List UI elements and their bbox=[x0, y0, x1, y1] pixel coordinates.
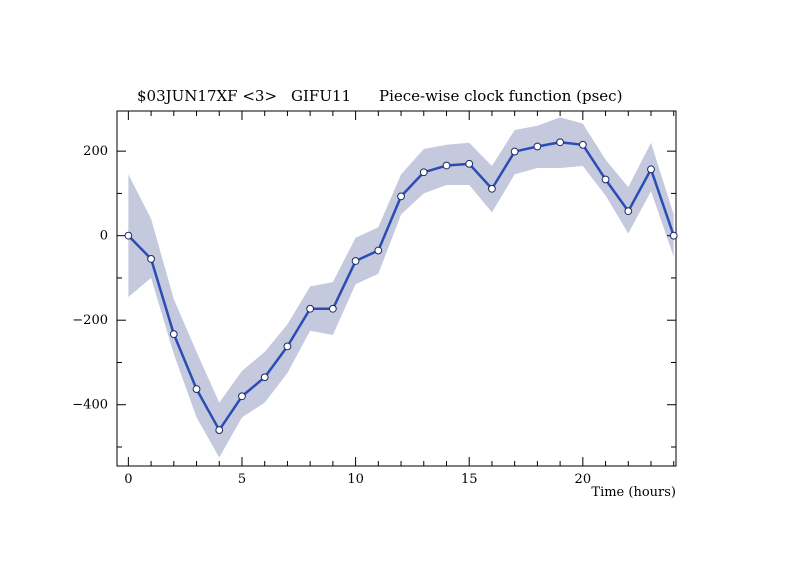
data-point bbox=[260, 373, 269, 382]
data-point bbox=[328, 304, 337, 313]
chart-title: $03JUN17XF <3> GIFU11 Piece-wise clock f… bbox=[137, 87, 622, 105]
data-point bbox=[215, 426, 224, 434]
uncertainty-band bbox=[128, 117, 674, 458]
data-point bbox=[306, 304, 315, 313]
data-point bbox=[351, 257, 360, 265]
data-point bbox=[533, 142, 542, 151]
y-tick-label: −400 bbox=[72, 398, 108, 413]
plot-frame bbox=[116, 110, 677, 467]
y-tick-label: −200 bbox=[72, 313, 108, 328]
x-tick-label: 15 bbox=[461, 472, 478, 487]
x-tick-label: 10 bbox=[347, 472, 364, 487]
data-point bbox=[556, 138, 565, 147]
data-point bbox=[238, 392, 246, 401]
title-function: Piece-wise clock function (psec) bbox=[379, 87, 622, 105]
data-point bbox=[192, 385, 201, 393]
data-point bbox=[169, 330, 178, 339]
data-point bbox=[147, 255, 155, 263]
x-tick-label: 5 bbox=[238, 472, 246, 487]
data-point bbox=[374, 246, 383, 255]
data-point bbox=[578, 140, 587, 149]
x-tick-label: 20 bbox=[575, 472, 592, 487]
data-point bbox=[669, 231, 678, 240]
data-point bbox=[624, 207, 633, 216]
data-point bbox=[488, 184, 496, 193]
x-axis-title: Time (hours) bbox=[591, 485, 676, 500]
data-point bbox=[510, 147, 519, 156]
data-point bbox=[465, 159, 474, 168]
y-tick-label: 200 bbox=[83, 144, 108, 159]
data-point bbox=[419, 168, 428, 177]
title-experiment: $03JUN17XF <3> bbox=[137, 87, 277, 105]
data-point bbox=[283, 342, 292, 351]
data-point bbox=[442, 161, 451, 170]
title-station: GIFU11 bbox=[291, 87, 351, 105]
y-tick-label: 0 bbox=[100, 229, 108, 244]
data-point bbox=[647, 165, 655, 174]
plot-area: 0 5 10 15 20 −400 −200 0 200 bbox=[72, 110, 678, 487]
data-point bbox=[601, 175, 610, 184]
data-point bbox=[124, 231, 133, 240]
x-tick-label: 0 bbox=[124, 472, 132, 487]
data-point bbox=[397, 192, 405, 201]
